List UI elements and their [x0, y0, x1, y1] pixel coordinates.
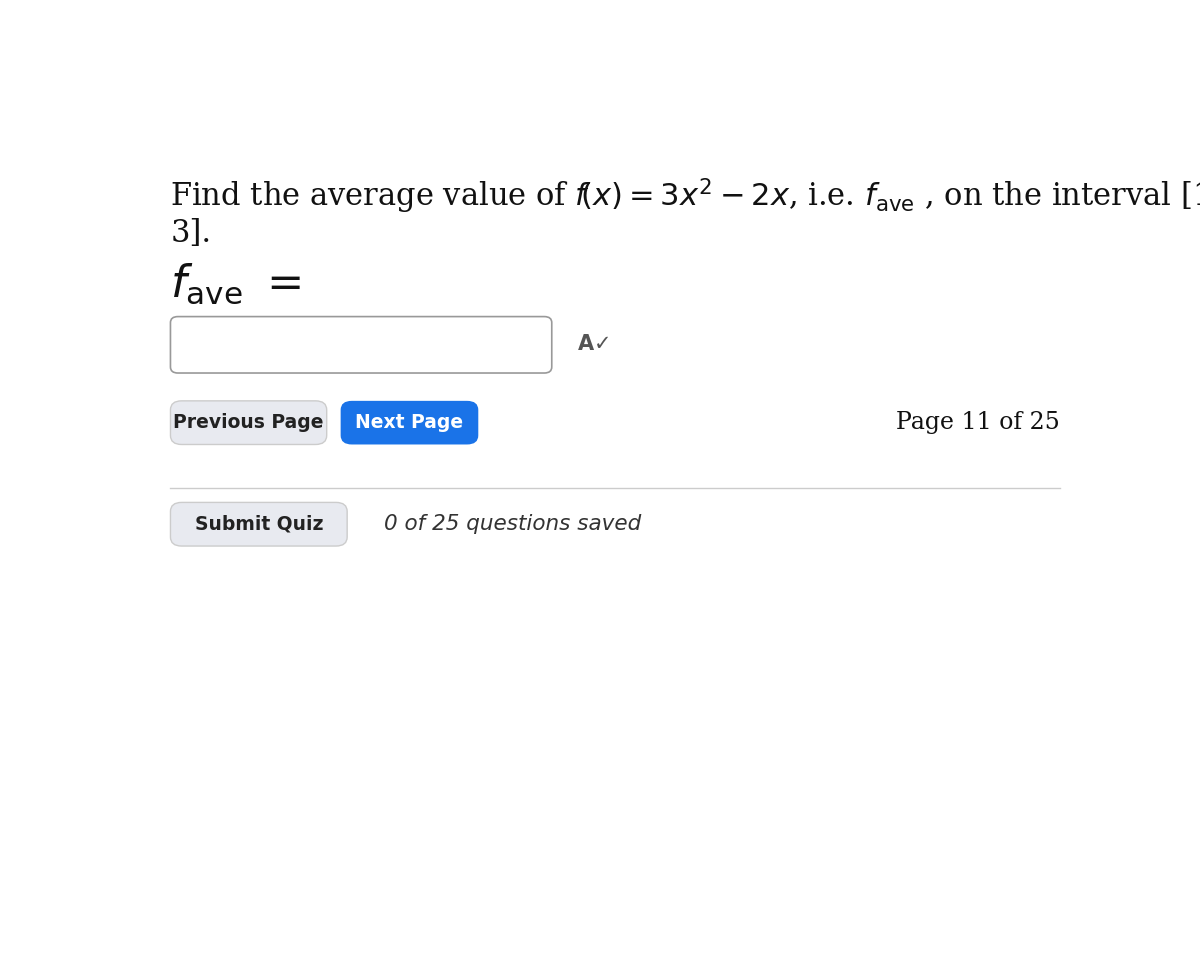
Text: 0 of 25 questions saved: 0 of 25 questions saved [384, 514, 642, 534]
FancyBboxPatch shape [170, 401, 326, 445]
Text: $f_{\mathrm{ave}}\ =$: $f_{\mathrm{ave}}\ =$ [170, 262, 301, 307]
Text: Previous Page: Previous Page [173, 413, 324, 432]
Text: 3].: 3]. [170, 218, 211, 249]
Text: Find the average value of $f\!\left(x\right) = 3x^2 - 2x$, i.e. $f_{\mathrm{ave}: Find the average value of $f\!\left(x\ri… [170, 177, 1200, 216]
Text: Next Page: Next Page [355, 413, 463, 432]
FancyBboxPatch shape [170, 502, 347, 546]
Text: Page 11 of 25: Page 11 of 25 [895, 411, 1060, 434]
Text: Submit Quiz: Submit Quiz [194, 515, 323, 533]
Text: $\mathbf{A}$$\checkmark$: $\mathbf{A}$$\checkmark$ [577, 334, 608, 355]
FancyBboxPatch shape [341, 401, 479, 445]
FancyBboxPatch shape [170, 317, 552, 373]
